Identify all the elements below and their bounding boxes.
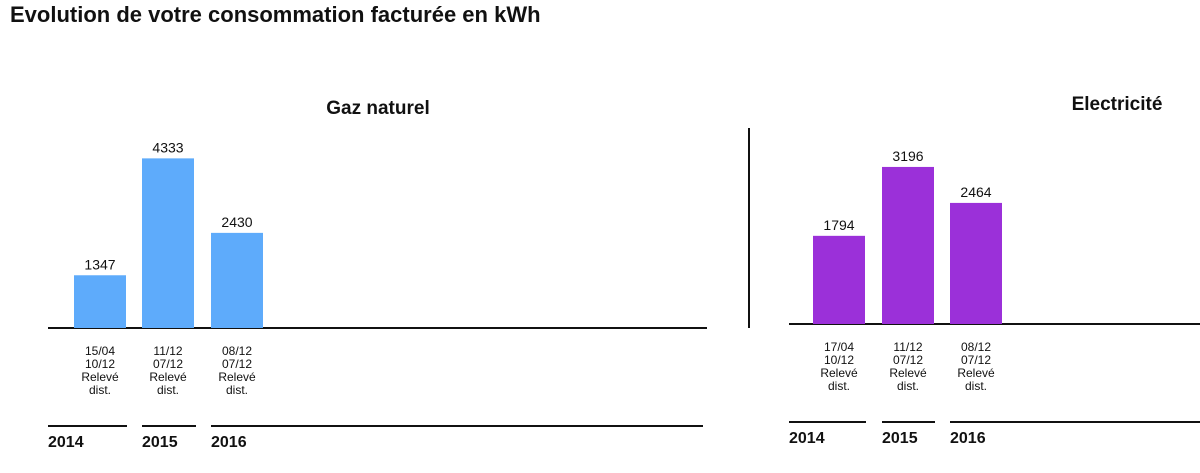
category-label: 15/04 (85, 344, 115, 358)
bar (950, 202, 1002, 324)
category-label: Relevé (820, 366, 858, 380)
year-group-label: 2016 (950, 430, 986, 447)
bar (74, 275, 126, 328)
category-label: 08/12 (961, 340, 991, 354)
category-label: 11/12 (893, 340, 922, 354)
category-label: dist. (226, 383, 248, 397)
bar (882, 166, 934, 324)
category-label: 10/12 (85, 357, 115, 371)
category-label: Relevé (889, 366, 927, 380)
page-title: Evolution de votre consommation facturée… (10, 2, 541, 27)
chart-title: Gaz naturel (326, 98, 429, 119)
bar-value-label: 3196 (892, 148, 923, 164)
category-label: 10/12 (824, 353, 854, 367)
category-label: Relevé (957, 366, 995, 380)
category-label: 08/12 (222, 344, 252, 358)
category-label: 07/12 (222, 357, 252, 371)
category-label: 11/12 (153, 344, 182, 358)
bar (211, 232, 263, 328)
category-label: 07/12 (153, 357, 183, 371)
bar-value-label: 1347 (84, 256, 115, 272)
bar-value-label: 4333 (152, 139, 183, 155)
category-label: 07/12 (961, 353, 991, 367)
category-label: 07/12 (893, 353, 923, 367)
bar (142, 158, 194, 328)
category-label: dist. (897, 379, 919, 393)
year-group-label: 2016 (211, 434, 247, 451)
category-label: Relevé (81, 370, 119, 384)
category-label: Relevé (218, 370, 256, 384)
year-group-label: 2014 (789, 430, 825, 447)
category-label: dist. (828, 379, 850, 393)
category-label: dist. (157, 383, 179, 397)
bar (813, 235, 865, 324)
bar-value-label: 2430 (221, 214, 252, 230)
category-label: dist. (89, 383, 111, 397)
category-label: dist. (965, 379, 987, 393)
year-group-label: 2015 (142, 434, 178, 451)
bar-value-label: 2464 (960, 184, 991, 200)
year-group-label: 2015 (882, 430, 918, 447)
category-label: Relevé (149, 370, 187, 384)
chart-title: Electricité (1072, 94, 1163, 115)
category-label: 17/04 (824, 340, 854, 354)
year-group-label: 2014 (48, 434, 84, 451)
bar-value-label: 1794 (823, 217, 854, 233)
